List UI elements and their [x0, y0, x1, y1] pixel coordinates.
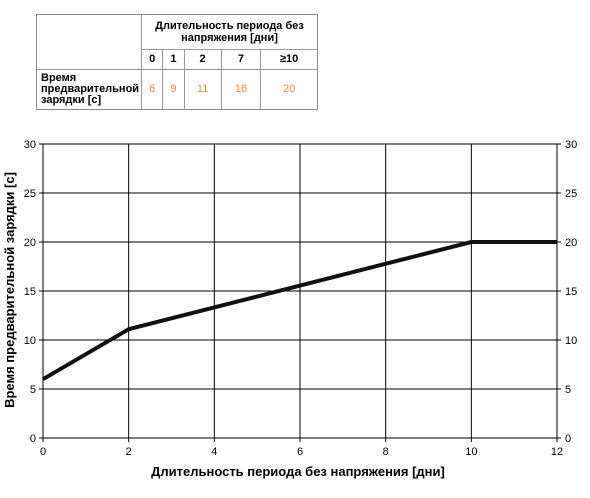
y-tick-label-right: 25 [565, 188, 577, 200]
table-corner [37, 15, 142, 49]
table-row-label: Время предварительной зарядки [с] [37, 68, 142, 109]
grid-layer [39, 143, 561, 442]
precharge-table-grid: Длительность периода без напряжения [дни… [37, 15, 317, 109]
x-tick-label: 12 [551, 446, 563, 458]
y-tick-label-left: 10 [24, 335, 36, 347]
table-value-cell: 11 [183, 68, 222, 109]
y-tick-label-left: 30 [24, 139, 36, 151]
table-col-header: ≥10 [260, 48, 317, 69]
y-tick-label-right: 10 [565, 335, 577, 347]
table-col-header: 1 [162, 48, 185, 69]
table-value-cell: 20 [260, 68, 317, 109]
table-value-cell: 6 [140, 68, 163, 109]
y-tick-label-left: 5 [30, 384, 36, 396]
y-tick-label-right: 5 [565, 384, 571, 396]
precharge-table: Длительность периода без напряжения [дни… [36, 14, 318, 110]
series-layer [41, 240, 557, 381]
y-tick-label-right: 15 [565, 286, 577, 298]
x-axis-title: Длительность периода без напряжения [дни… [151, 464, 445, 479]
y-tick-label-left: 15 [24, 286, 36, 298]
x-tick-label: 2 [126, 446, 132, 458]
y-axis-title: Время предварительной зарядки [с] [2, 172, 17, 408]
x-tick-label: 4 [211, 446, 217, 458]
table-value-cell: 16 [220, 68, 261, 109]
table-header-title: Длительность периода без напряжения [дни… [155, 19, 304, 44]
series-line [41, 240, 557, 381]
x-tick-label: 6 [297, 446, 303, 458]
y-tick-label-left: 25 [24, 188, 36, 200]
y-tick-label-right: 0 [565, 433, 571, 445]
y-tick-label-left: 0 [30, 433, 36, 445]
x-tick-label: 0 [40, 446, 46, 458]
y-tick-label-right: 20 [565, 237, 577, 249]
table-col-header: 2 [183, 48, 222, 69]
table-col-header: 7 [220, 48, 261, 69]
y-tick-label-left: 20 [24, 237, 36, 249]
y-tick-label-right: 30 [565, 139, 577, 151]
table-value-cell: 9 [162, 68, 185, 109]
x-tick-label: 10 [465, 446, 477, 458]
table-corner-2 [37, 49, 142, 69]
x-tick-label: 8 [383, 446, 389, 458]
table-col-header: 0 [141, 48, 163, 69]
